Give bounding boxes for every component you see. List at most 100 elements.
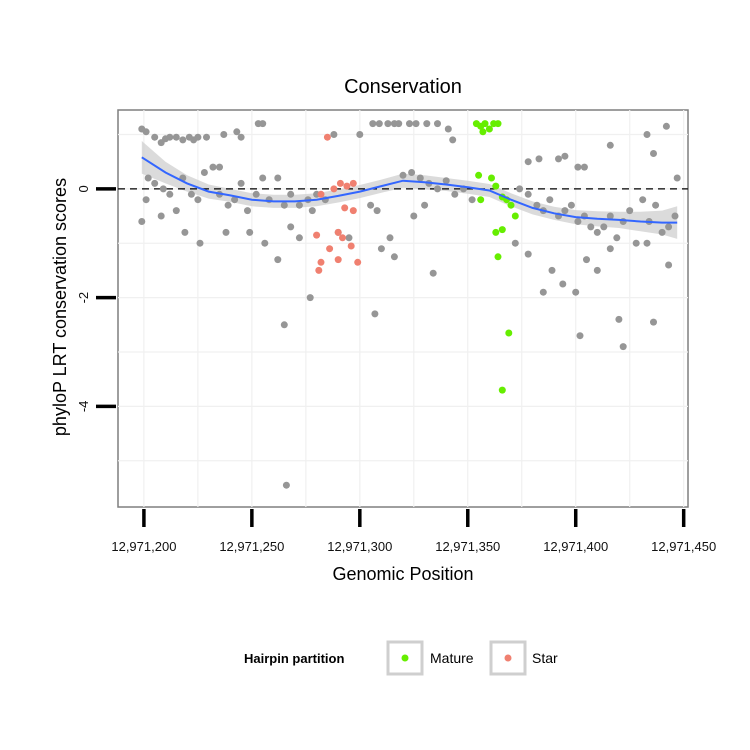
point-other [196,239,204,247]
point-other [416,174,424,182]
point-star [334,256,342,264]
point-other [533,201,541,209]
point-star [313,231,321,239]
point-other [410,212,418,220]
point-other [295,201,303,209]
point-mature [488,174,495,182]
point-other [194,196,202,204]
point-other [561,152,569,160]
point-other [408,169,416,176]
point-other [295,234,303,242]
point-other [252,190,260,198]
point-mature [507,201,515,209]
x-tick-label: 12,971,400 [543,539,608,554]
point-other [166,133,174,141]
point-star [317,190,325,198]
point-star [349,207,357,215]
data-points [138,120,681,489]
smooth-trend-line [141,156,678,224]
point-other [632,239,640,247]
point-other [399,171,407,179]
point-star [336,179,344,187]
point-other [593,228,601,236]
point-other [606,141,614,149]
y-tick-label: -4 [76,401,91,413]
point-other [151,179,159,187]
point-other [555,155,562,163]
x-tick-label: 12,971,350 [435,539,500,554]
point-other [451,190,459,198]
point-other [224,201,232,209]
point-other [345,234,353,242]
y-tick-label: 0 [76,185,91,192]
point-other [671,212,679,220]
point-other [548,266,556,274]
point-other [587,223,595,231]
point-other [658,228,666,236]
point-other [606,212,614,220]
point-other [673,174,681,182]
point-star [326,245,334,253]
point-other [395,120,403,128]
point-other [613,234,621,242]
point-mature [492,228,500,236]
chart-title: Conservation [344,76,462,98]
grid-lines [118,110,688,507]
point-other [444,125,452,133]
x-tick-label: 12,971,250 [219,539,284,554]
point-other [373,207,381,215]
point-other [539,288,547,296]
point-other [216,163,223,171]
point-star [339,234,346,242]
point-other [600,223,608,231]
legend-title: Hairpin partition [244,651,344,666]
point-star [330,185,338,193]
point-mature [498,386,506,394]
point-other [187,190,195,198]
point-other [652,201,660,209]
point-other [412,120,420,128]
y-axis-label: phyloP LRT conservation scores [50,178,70,436]
point-other [665,261,673,269]
point-other [572,288,580,296]
point-other [423,120,431,128]
point-other [574,163,582,171]
point-other [259,120,267,128]
point-other [375,120,383,128]
point-other [606,245,614,253]
point-other [559,280,567,288]
point-other [306,294,314,302]
point-other [650,150,657,157]
point-other [434,185,441,193]
point-other [421,201,429,209]
point-star [354,258,362,266]
point-other [371,310,379,318]
point-other [434,120,441,128]
point-other [194,133,202,141]
point-other [237,133,245,141]
point-star [349,179,357,187]
point-mature [479,128,487,136]
point-star [343,182,351,190]
point-other [222,228,230,236]
point-other [179,136,187,144]
point-other [200,169,208,176]
point-other [384,120,392,128]
legend: Hairpin partition Mature Star [244,640,558,676]
point-star [323,133,331,141]
y-axis-ticks: -4 -2 0 [76,185,116,412]
point-other [535,155,543,163]
point-other [209,163,217,171]
point-other [172,207,180,215]
point-other [442,177,450,185]
point-other [142,128,150,136]
point-other [280,201,288,209]
point-other [246,228,254,236]
point-other [390,253,398,261]
point-other [583,256,590,264]
point-mature [475,171,483,179]
point-mature [481,120,489,128]
point-other [386,234,394,242]
point-mature [494,120,502,128]
point-other [429,269,437,277]
